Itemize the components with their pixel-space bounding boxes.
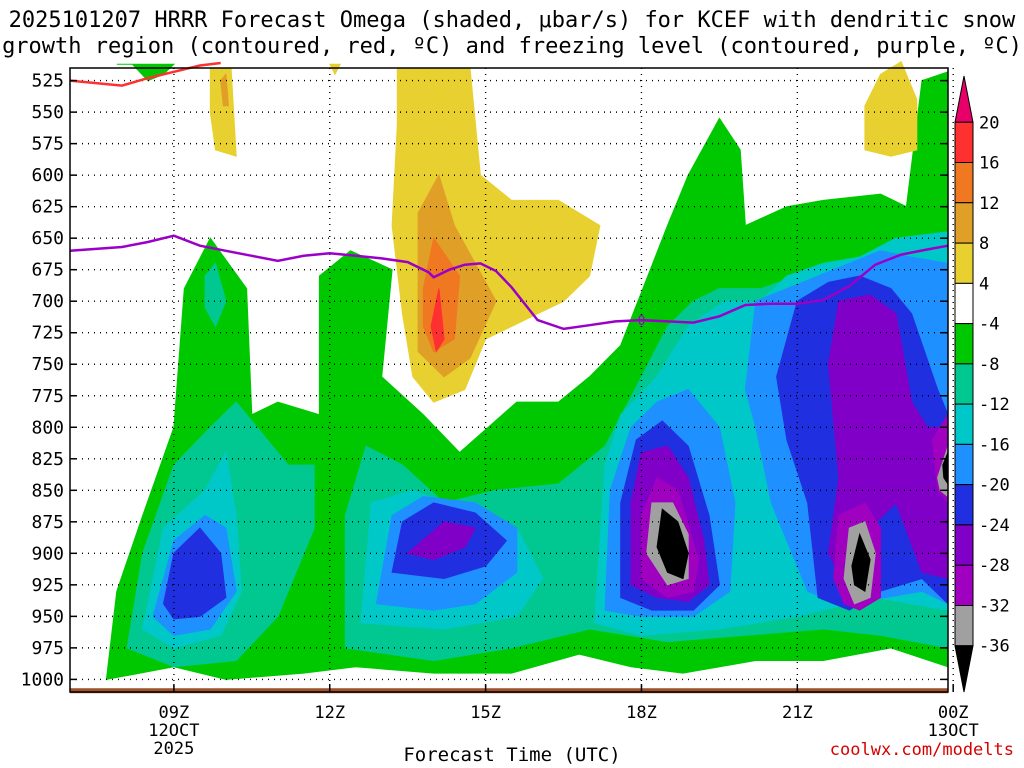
x-tick-label: 13OCT	[928, 721, 979, 741]
y-tick-label: 750	[31, 354, 64, 375]
grid-lines	[70, 68, 954, 692]
colorbar-swatch	[954, 604, 974, 647]
colorbar-swatch	[954, 162, 974, 204]
colorbar-label: 12	[979, 194, 999, 214]
y-tick-label: 550	[31, 102, 64, 123]
y-tick-label: 625	[31, 197, 64, 218]
colorbar-label: -32	[979, 596, 1010, 616]
y-tick-label: 925	[31, 575, 64, 596]
x-tick-label: 12OCT	[148, 721, 199, 741]
y-tick-label: 700	[31, 291, 64, 312]
omega-region-purple-1	[406, 521, 476, 561]
chart-title-line-1: 2025101207 HRRR Forecast Omega (shaded, …	[8, 8, 1016, 33]
omega-region-yellow-3	[864, 60, 918, 157]
colorbar-swatch	[954, 202, 974, 244]
freezing-level-line	[69, 234, 949, 331]
x-tick-label: 21Z	[782, 703, 813, 723]
y-tick-label: 725	[31, 323, 64, 344]
colorbar: 20 16 12 8 4 -4 -8 -12 -16 -20 -24 -28 -32 -36	[954, 75, 1010, 693]
omega-region-navy-1	[162, 527, 227, 620]
y-tick-label: 525	[31, 71, 64, 92]
colorbar-label: 8	[979, 234, 989, 254]
colorbar-label: -24	[979, 516, 1010, 536]
colorbar-swatch	[954, 282, 974, 325]
colorbar-label: -16	[979, 435, 1010, 455]
x-tick-label: 00Z	[938, 703, 969, 723]
y-tick-label: 675	[31, 260, 64, 281]
omega-shading	[70, 60, 949, 694]
colorbar-label: -20	[979, 476, 1010, 496]
omega-region-yellow-4	[328, 63, 342, 76]
colorbar-swatch	[954, 484, 974, 526]
omega-region-black-2	[851, 532, 871, 593]
y-tick-label: 775	[31, 386, 64, 407]
colorbar-swatch	[954, 645, 974, 693]
colorbar-swatch	[954, 242, 974, 284]
colorbar-label: -12	[979, 395, 1010, 415]
y-tick-label: 875	[31, 512, 64, 533]
x-tick-label: 18Z	[626, 703, 657, 723]
axes: 525 550 575 600 625 650 675 700 725 750 775 800 825 8…	[21, 67, 979, 759]
omega-region-teal-small	[204, 262, 227, 328]
x-tick-label: 2025	[153, 739, 194, 759]
colorbar-swatch	[954, 363, 974, 405]
dgz-contour-line	[69, 61, 221, 87]
colorbar-label: 20	[979, 113, 999, 133]
colorbar-swatch	[954, 443, 974, 486]
chart-title-line-2: growth region (contoured, red, ºC) and f…	[2, 34, 1022, 59]
x-axis-label: Forecast Time (UTC)	[403, 744, 621, 766]
credit-text: coolwx.com/modelts	[829, 740, 1014, 760]
contour-lines: 0	[69, 61, 949, 331]
ground-strip	[70, 688, 948, 694]
x-tick-label: 12Z	[314, 703, 345, 723]
omega-region-gold-2	[220, 73, 230, 107]
colorbar-swatch	[954, 121, 974, 164]
y-tick-label: 650	[31, 228, 64, 249]
colorbar-swatch	[954, 403, 974, 445]
x-tick-label: 09Z	[159, 703, 190, 723]
y-tick-label: 975	[31, 638, 64, 659]
x-tick-label: 15Z	[470, 703, 501, 723]
y-tick-label: 800	[31, 417, 64, 438]
y-tick-label: 1000	[21, 669, 64, 690]
colorbar-label: -8	[979, 355, 999, 375]
freezing-level-label: 0	[638, 314, 646, 329]
plot-frame	[69, 67, 949, 693]
colorbar-swatch	[954, 323, 974, 365]
colorbar-swatch	[954, 564, 974, 606]
y-tick-label: 575	[31, 134, 64, 155]
y-tick-label: 950	[31, 606, 64, 627]
colorbar-label: 16	[979, 154, 999, 174]
colorbar-label: -28	[979, 556, 1010, 576]
colorbar-swatch	[954, 75, 974, 123]
colorbar-label: -4	[979, 315, 999, 335]
y-tick-label: 600	[31, 165, 64, 186]
y-tick-label: 900	[31, 543, 64, 564]
colorbar-swatch	[954, 524, 974, 566]
colorbar-label: -36	[979, 637, 1010, 657]
y-tick-label: 825	[31, 449, 64, 470]
colorbar-label: 4	[979, 274, 989, 294]
y-tick-label: 850	[31, 480, 64, 501]
